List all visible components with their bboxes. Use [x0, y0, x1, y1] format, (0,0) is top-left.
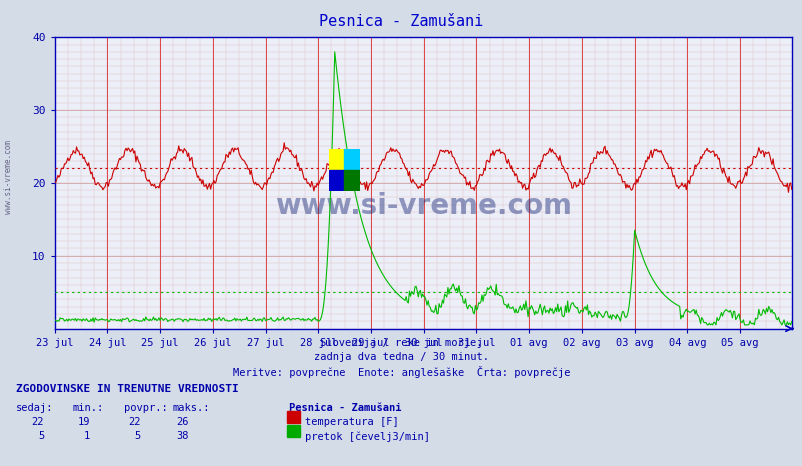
Text: temperatura [F]: temperatura [F] [305, 417, 399, 427]
Text: 22: 22 [31, 417, 44, 427]
Text: Pesnica - Zamušani: Pesnica - Zamušani [319, 14, 483, 29]
Text: www.si-vreme.com: www.si-vreme.com [274, 192, 571, 220]
Text: Pesnica - Zamušani: Pesnica - Zamušani [289, 403, 401, 413]
Text: sedaj:: sedaj: [16, 403, 54, 413]
Text: ZGODOVINSKE IN TRENUTNE VREDNOSTI: ZGODOVINSKE IN TRENUTNE VREDNOSTI [16, 384, 238, 394]
Text: min.:: min.: [72, 403, 103, 413]
Text: 1: 1 [83, 431, 90, 441]
Text: 22: 22 [128, 417, 140, 427]
Bar [344, 170, 359, 191]
Text: zadnja dva tedna / 30 minut.: zadnja dva tedna / 30 minut. [314, 352, 488, 362]
Text: Meritve: povprečne  Enote: anglešaške  Črta: povprečje: Meritve: povprečne Enote: anglešaške Črt… [233, 366, 569, 378]
Text: 26: 26 [176, 417, 188, 427]
Text: www.si-vreme.com: www.si-vreme.com [4, 140, 13, 214]
Text: povpr.:: povpr.: [124, 403, 168, 413]
Text: 5: 5 [134, 431, 140, 441]
Bar [329, 149, 344, 170]
Text: 38: 38 [176, 431, 188, 441]
Bar [329, 170, 344, 191]
Text: 19: 19 [77, 417, 90, 427]
Text: pretok [čevelj3/min]: pretok [čevelj3/min] [305, 431, 430, 442]
Bar [344, 149, 359, 170]
Text: Slovenija / reke in morje.: Slovenija / reke in morje. [320, 338, 482, 348]
Text: 5: 5 [38, 431, 44, 441]
Text: maks.:: maks.: [172, 403, 210, 413]
